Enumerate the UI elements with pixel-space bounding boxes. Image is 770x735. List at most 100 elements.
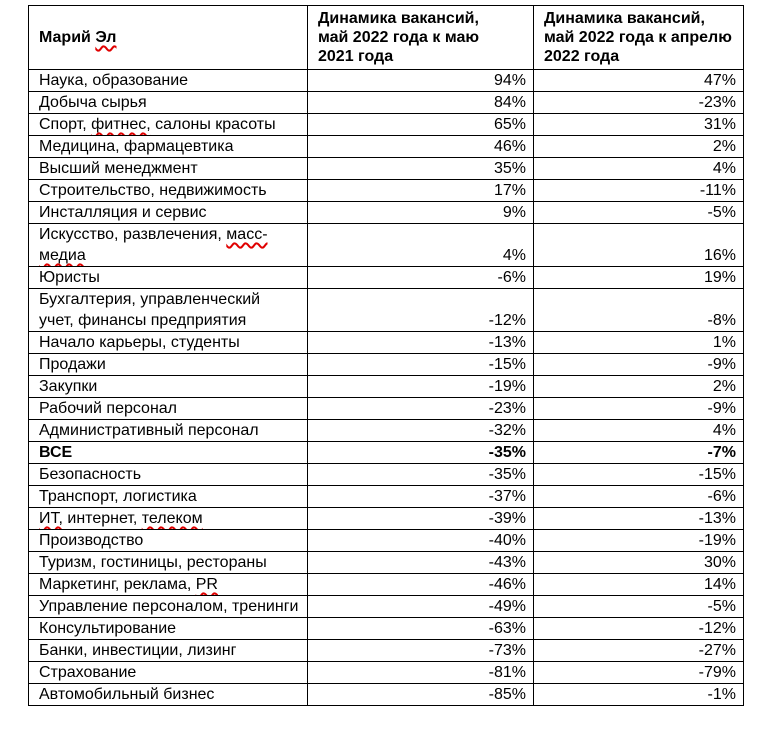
- mom-value-cell: -23%: [533, 91, 744, 114]
- mom-value-cell: 31%: [533, 113, 744, 136]
- table-row: Искусство, развлечения, масс-медиа 4% 16%: [28, 223, 744, 267]
- table-row: Управление персоналом, тренинги -49% -5%: [28, 595, 744, 618]
- yoy-value-cell: -35%: [307, 463, 534, 486]
- yoy-value-cell: 65%: [307, 113, 534, 136]
- yoy-value-cell: 94%: [307, 69, 534, 92]
- yoy-header-cell: Динамика вакансий, май 2022 года к маю 2…: [307, 5, 534, 70]
- category-cell: Строительство, недвижимость: [28, 179, 308, 202]
- category-cell: Высший менеджмент: [28, 157, 308, 180]
- table-row: Консультирование -63% -12%: [28, 617, 744, 640]
- table-row: Наука, образование 94% 47%: [28, 69, 744, 92]
- mom-value-cell: -15%: [533, 463, 744, 486]
- yoy-value-cell: 84%: [307, 91, 534, 114]
- mom-value-cell: -7%: [533, 441, 744, 464]
- mom-value-cell: 19%: [533, 266, 744, 289]
- header-row: Марий Эл Динамика вакансий, май 2022 год…: [28, 5, 744, 70]
- yoy-value-cell: -37%: [307, 485, 534, 508]
- yoy-value-cell: -73%: [307, 639, 534, 662]
- category-cell: Продажи: [28, 353, 308, 376]
- table-row: Безопасность -35% -15%: [28, 463, 744, 486]
- yoy-value-cell: -13%: [307, 331, 534, 354]
- region-header-cell: Марий Эл: [28, 5, 308, 70]
- mom-value-cell: 14%: [533, 573, 744, 596]
- table-row: Добыча сырья 84% -23%: [28, 91, 744, 114]
- table-row: Спорт, фитнес, салоны красоты 65% 31%: [28, 113, 744, 136]
- category-cell: Медицина, фармацевтика: [28, 135, 308, 158]
- table-row: Автомобильный бизнес -85% -1%: [28, 683, 744, 706]
- category-cell: ВСЕ: [28, 441, 308, 464]
- mom-value-cell: 47%: [533, 69, 744, 92]
- table-row: Рабочий персонал -23% -9%: [28, 397, 744, 420]
- category-cell: Инсталляция и сервис: [28, 201, 308, 224]
- category-cell: Закупки: [28, 375, 308, 398]
- mom-value-cell: -5%: [533, 595, 744, 618]
- table-row: Инсталляция и сервис 9% -5%: [28, 201, 744, 224]
- category-cell: Рабочий персонал: [28, 397, 308, 420]
- mom-value-cell: 4%: [533, 419, 744, 442]
- mom-value-cell: 30%: [533, 551, 744, 574]
- mom-value-cell: -9%: [533, 353, 744, 376]
- yoy-value-cell: -12%: [307, 288, 534, 332]
- table-row: Туризм, гостиницы, рестораны -43% 30%: [28, 551, 744, 574]
- yoy-value-cell: 9%: [307, 201, 534, 224]
- category-cell: Юристы: [28, 266, 308, 289]
- mom-value-cell: 4%: [533, 157, 744, 180]
- spellcheck-underline: фитнес,: [91, 116, 151, 133]
- mom-value-cell: -1%: [533, 683, 744, 706]
- mom-value-cell: -13%: [533, 507, 744, 530]
- table-row: Производство -40% -19%: [28, 529, 744, 552]
- mom-value-cell: 1%: [533, 331, 744, 354]
- table-row: Банки, инвестиции, лизинг -73% -27%: [28, 639, 744, 662]
- table-row: Юристы -6% 19%: [28, 266, 744, 289]
- spellcheck-underline: Эл: [95, 29, 117, 46]
- mom-value-cell: -19%: [533, 529, 744, 552]
- yoy-value-cell: 17%: [307, 179, 534, 202]
- category-cell: Маркетинг, реклама, PR: [28, 573, 308, 596]
- category-cell: Добыча сырья: [28, 91, 308, 114]
- table-row: Начало карьеры, студенты -13% 1%: [28, 331, 744, 354]
- mom-value-cell: -8%: [533, 288, 744, 332]
- category-cell: Наука, образование: [28, 69, 308, 92]
- category-cell: Безопасность: [28, 463, 308, 486]
- table-row: Строительство, недвижимость 17% -11%: [28, 179, 744, 202]
- yoy-value-cell: 46%: [307, 135, 534, 158]
- mom-value-cell: -12%: [533, 617, 744, 640]
- vacancy-dynamics-table: Марий Эл Динамика вакансий, май 2022 год…: [28, 5, 744, 706]
- yoy-value-cell: -81%: [307, 661, 534, 684]
- category-cell: Банки, инвестиции, лизинг: [28, 639, 308, 662]
- spellcheck-underline: ИТ,: [39, 510, 63, 527]
- category-cell: Бухгалтерия, управленческий учет, финанс…: [28, 288, 308, 332]
- category-cell: Транспорт, логистика: [28, 485, 308, 508]
- yoy-value-cell: -15%: [307, 353, 534, 376]
- spellcheck-underline: телеком: [141, 510, 203, 527]
- mom-value-cell: 2%: [533, 375, 744, 398]
- spellcheck-underline: масс-медиа: [39, 226, 268, 264]
- table-row: Высший менеджмент 35% 4%: [28, 157, 744, 180]
- yoy-value-cell: 4%: [307, 223, 534, 267]
- yoy-value-cell: -35%: [307, 441, 534, 464]
- yoy-value-cell: -43%: [307, 551, 534, 574]
- mom-value-cell: -11%: [533, 179, 744, 202]
- mom-header-cell: Динамика вакансий, май 2022 года к апрел…: [533, 5, 744, 70]
- yoy-value-cell: -32%: [307, 419, 534, 442]
- yoy-value-cell: -19%: [307, 375, 534, 398]
- category-cell: ИТ, интернет, телеком: [28, 507, 308, 530]
- yoy-value-cell: -46%: [307, 573, 534, 596]
- mom-value-cell: -27%: [533, 639, 744, 662]
- yoy-value-cell: -85%: [307, 683, 534, 706]
- category-cell: Искусство, развлечения, масс-медиа: [28, 223, 308, 267]
- mom-value-cell: -6%: [533, 485, 744, 508]
- category-cell: Производство: [28, 529, 308, 552]
- category-cell: Спорт, фитнес, салоны красоты: [28, 113, 308, 136]
- table-body: Наука, образование 94% 47% Добыча сырья 84% -…: [28, 69, 744, 706]
- mom-value-cell: -9%: [533, 397, 744, 420]
- table-row: Страхование -81% -79%: [28, 661, 744, 684]
- table-row: Медицина, фармацевтика 46% 2%: [28, 135, 744, 158]
- mom-value-cell: 2%: [533, 135, 744, 158]
- table-row: ВСЕ -35% -7%: [28, 441, 744, 464]
- table-row: Транспорт, логистика -37% -6%: [28, 485, 744, 508]
- category-cell: Страхование: [28, 661, 308, 684]
- category-cell: Автомобильный бизнес: [28, 683, 308, 706]
- mom-value-cell: -79%: [533, 661, 744, 684]
